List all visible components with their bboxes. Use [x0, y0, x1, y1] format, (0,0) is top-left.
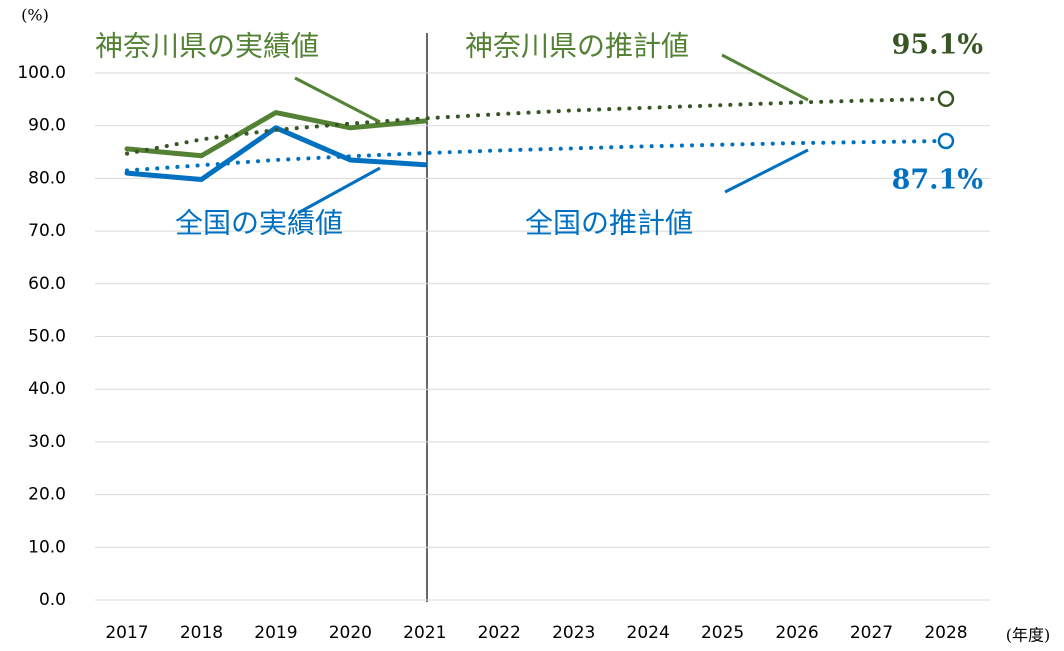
- series-name: 全国の推計値: [525, 207, 693, 240]
- y-tick-label: 100.0: [17, 63, 66, 83]
- y-tick-label: 40.0: [28, 379, 66, 399]
- value-label: 95.1%: [892, 30, 983, 61]
- x-tick-label: 2028: [924, 623, 967, 643]
- x-tick-label: 2027: [850, 623, 893, 643]
- leader-line: [297, 166, 381, 215]
- series-line: [125, 96, 948, 156]
- series-line: [124, 125, 428, 182]
- y-tick-label: 70.0: [28, 221, 66, 241]
- y-tick-label: 60.0: [28, 274, 66, 294]
- y-tick-label: 30.0: [28, 432, 66, 452]
- y-tick-label: 90.0: [28, 116, 66, 136]
- x-tick-label: 2020: [329, 623, 372, 643]
- x-tick-label: 2022: [478, 623, 521, 643]
- x-tick-label: 2024: [627, 623, 670, 643]
- x-tick-label: 2019: [254, 623, 297, 643]
- end-marker: [937, 132, 955, 150]
- y-tick-label: 20.0: [28, 485, 66, 505]
- leader-line: [294, 76, 381, 124]
- series-name: 神奈川県の実績値: [95, 30, 319, 63]
- leader-line: [721, 53, 809, 102]
- value-label: 87.1%: [892, 165, 983, 196]
- leader-line: [724, 148, 809, 194]
- x-tick-label: 2018: [180, 623, 223, 643]
- x-tick-label: 2025: [701, 623, 744, 643]
- end-marker: [937, 90, 955, 108]
- series-name: 神奈川県の推計値: [465, 30, 689, 63]
- x-tick-label: 2017: [105, 623, 148, 643]
- x-tick-label: 2023: [552, 623, 595, 643]
- series-name: 全国の実績値: [175, 207, 343, 240]
- y-unit: (%): [21, 6, 49, 25]
- x-tick-label: 2026: [775, 623, 818, 643]
- series-line: [124, 110, 428, 159]
- x-unit: (年度): [1006, 626, 1051, 645]
- y-tick-label: 10.0: [28, 537, 66, 557]
- y-tick-label: 50.0: [28, 327, 66, 347]
- x-tick-label: 2021: [403, 623, 446, 643]
- y-tick-label: 0.0: [39, 590, 66, 610]
- y-tick-label: 80.0: [28, 168, 66, 188]
